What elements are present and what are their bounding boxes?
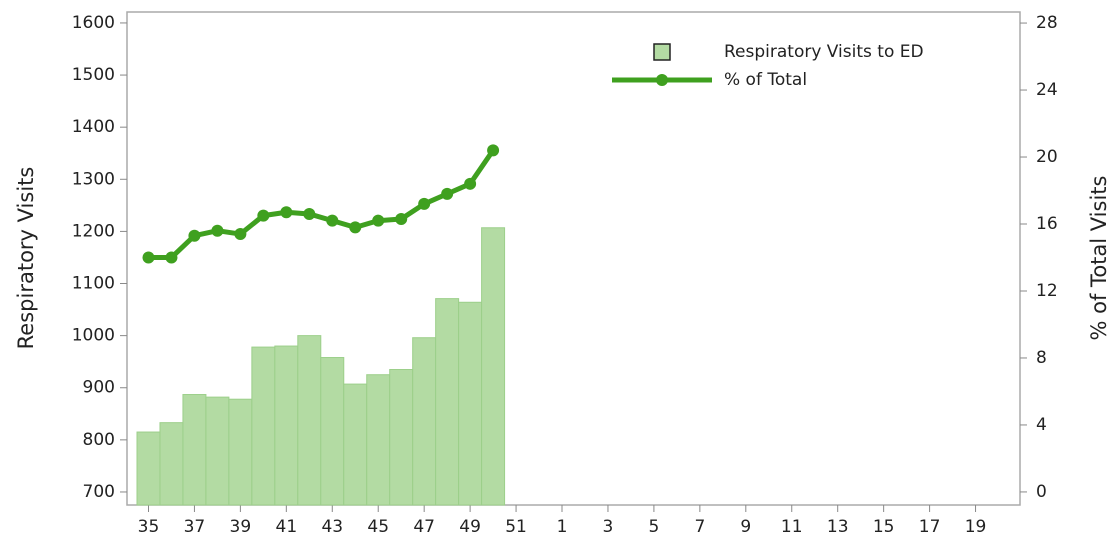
y2-tick-label: 4 [1036, 415, 1047, 435]
y2-tick-label: 24 [1036, 80, 1058, 100]
bar [366, 374, 391, 506]
line-point [418, 197, 431, 210]
x-tick-label: 43 [321, 517, 343, 537]
plot-frame [126, 11, 1021, 506]
legend-label: % of Total [724, 70, 807, 90]
line-point [326, 214, 339, 227]
line-point [188, 229, 201, 242]
line-point [165, 251, 178, 264]
line-point [441, 187, 454, 200]
x-tick-label: 51 [505, 517, 527, 537]
y2-axis-title: % of Total Visits [1087, 176, 1111, 341]
bar [136, 431, 161, 506]
bar [297, 335, 322, 506]
line-point [372, 214, 385, 227]
x-tick-label: 13 [827, 517, 849, 537]
x-tick-label: 7 [694, 517, 705, 537]
y2-tick-label: 0 [1036, 482, 1047, 502]
x-tick-label: 19 [965, 517, 987, 537]
x-tick-label: 9 [740, 517, 751, 537]
y-axis-title: Respiratory Visits [14, 167, 38, 350]
y2-tick-label: 16 [1036, 214, 1058, 234]
bar [435, 298, 460, 506]
x-tick-label: 3 [603, 517, 614, 537]
y-tick-label: 800 [83, 430, 115, 450]
line-point [303, 207, 316, 220]
line-point [257, 209, 270, 222]
line-point [142, 251, 155, 264]
bar [182, 394, 207, 506]
bar [251, 346, 276, 506]
bar [159, 422, 184, 506]
y-tick-label: 1100 [72, 274, 115, 294]
y2-tick-label: 20 [1036, 147, 1058, 167]
x-tick-label: 17 [919, 517, 941, 537]
bar [228, 398, 253, 506]
legend-marker [656, 74, 668, 86]
line-point [234, 228, 247, 241]
y-tick-label: 1300 [72, 169, 115, 189]
x-tick-label: 47 [413, 517, 435, 537]
y-tick-label: 700 [83, 482, 115, 502]
x-tick-label: 15 [873, 517, 895, 537]
bar [320, 357, 345, 506]
x-tick-label: 41 [276, 517, 298, 537]
line-point [349, 221, 362, 234]
legend-swatch [653, 43, 671, 61]
y2-tick-label: 8 [1036, 348, 1047, 368]
x-tick-label: 5 [648, 517, 659, 537]
y-tick-label: 1000 [72, 326, 115, 346]
y-tick-label: 1400 [72, 117, 115, 137]
x-tick-label: 39 [230, 517, 252, 537]
bar [274, 345, 299, 506]
y-tick-label: 1500 [72, 65, 115, 85]
line-point [280, 206, 293, 219]
y-tick-label: 1200 [72, 221, 115, 241]
bar [458, 301, 483, 506]
bar [343, 383, 368, 506]
x-tick-label: 45 [367, 517, 389, 537]
y-tick-label: 900 [83, 378, 115, 398]
bar [412, 337, 437, 506]
x-tick-label: 1 [557, 517, 568, 537]
x-tick-label: 35 [138, 517, 160, 537]
bar [481, 227, 506, 506]
y-tick-label: 1600 [72, 13, 115, 33]
line-point [211, 224, 224, 237]
y2-tick-label: 12 [1036, 281, 1058, 301]
y2-tick-label: 28 [1036, 13, 1058, 33]
line-point [464, 177, 477, 190]
x-tick-label: 37 [184, 517, 206, 537]
bar [205, 396, 230, 506]
line [148, 148, 496, 260]
legend-label: Respiratory Visits to ED [724, 42, 924, 62]
x-tick-label: 11 [781, 517, 803, 537]
x-tick-label: 49 [459, 517, 481, 537]
bar [389, 369, 414, 506]
line-point [395, 212, 408, 225]
line-point [487, 144, 500, 157]
